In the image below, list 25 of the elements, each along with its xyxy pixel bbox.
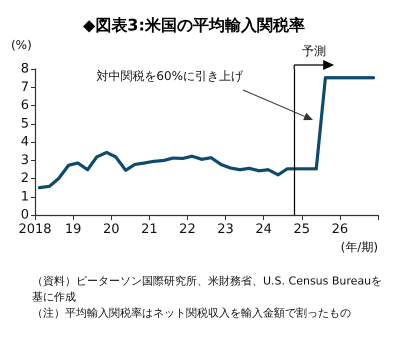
y-tick-label: 0 <box>20 208 29 222</box>
y-axis-title: (%) <box>11 38 32 52</box>
chart-title: ◆図表3:米国の平均輸入関税率 <box>83 16 305 34</box>
x-tick-label: 25 <box>294 222 310 237</box>
x-tick-label: 23 <box>217 222 234 237</box>
text: （注）平均輸入関税率はネット関税収入を輸入金額で割ったもの <box>32 306 351 320</box>
y-tick-label: 1 <box>20 189 29 204</box>
y-tick-label: 6 <box>20 98 29 113</box>
x-axis-title: (年/期) <box>340 240 378 254</box>
y-tick-label: 5 <box>20 116 29 132</box>
x-tick-label: 2018 <box>18 222 52 237</box>
x-tick-label: 21 <box>141 222 158 237</box>
y-tick-label: 2 <box>20 171 29 186</box>
x-tick-label: 24 <box>255 222 272 237</box>
x-tick-label: 22 <box>179 222 196 237</box>
x-tick-label: 20 <box>102 222 120 237</box>
ref-line-label: 予測 <box>302 44 326 58</box>
annotation: 対中関税を60%に引き上げ <box>96 69 244 83</box>
y-tick-label: 8 <box>20 62 29 76</box>
x-tick-label: 26 <box>332 222 348 237</box>
y-tick-label: 7 <box>20 80 29 95</box>
y-tick-label: 3 <box>20 152 29 168</box>
text: （資料）ピーターソン国際研究所、米財務省、U.S. Census Bureauを基に作成 <box>32 274 382 304</box>
y-tick-label: 4 <box>20 134 29 150</box>
x-tick-label: 19 <box>64 222 82 237</box>
